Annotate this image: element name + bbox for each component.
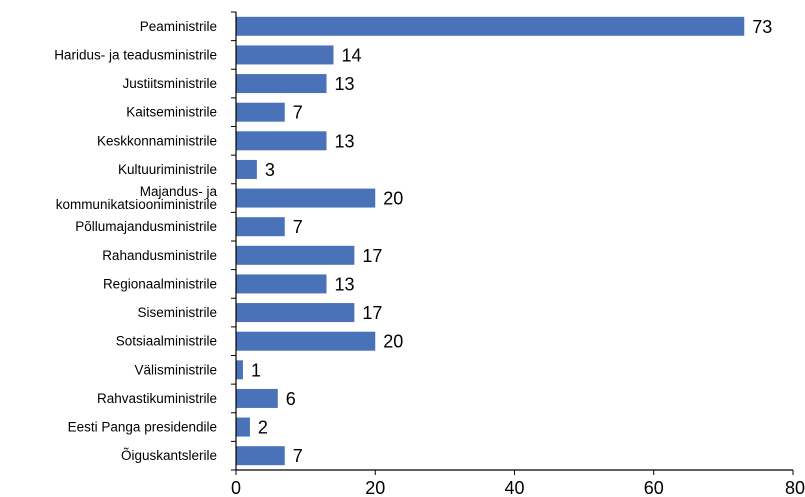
axes: 0 20 40 60 80 — [231, 11, 805, 497]
bar — [236, 274, 327, 294]
data-label: 20 — [383, 332, 403, 352]
bar — [236, 159, 257, 179]
category-label: Peaministrile — [140, 19, 217, 34]
category-label: Rahvastikuministrile — [97, 391, 217, 406]
data-label: 13 — [335, 131, 355, 151]
category-label: Õiguskantslerile — [121, 448, 217, 463]
data-label: 7 — [293, 446, 303, 466]
category-label: Põllumajandusministrile — [75, 219, 217, 234]
category-label: Kaitseministrile — [126, 105, 217, 120]
category-label: Rahandusministrile — [102, 248, 217, 263]
data-label: 14 — [341, 45, 361, 65]
bar — [236, 417, 250, 437]
category-label: Keskkonnaministrile — [97, 133, 217, 148]
category-label: Eesti Panga presidendile — [68, 420, 217, 435]
bar — [236, 102, 285, 122]
bar — [236, 45, 334, 65]
data-label: 73 — [752, 17, 772, 37]
x-tick-label: 0 — [231, 478, 241, 497]
bar — [236, 388, 278, 408]
data-label: 2 — [258, 418, 268, 438]
bar — [236, 188, 376, 208]
bars-layer — [236, 16, 745, 466]
bar — [236, 245, 355, 265]
x-tick-label: 60 — [644, 478, 664, 497]
bar — [236, 16, 745, 36]
category-label: Siseministrile — [137, 305, 217, 320]
x-tick-label: 40 — [504, 478, 524, 497]
bar — [236, 303, 355, 323]
data-label: 1 — [251, 360, 261, 380]
category-label: Regionaalministrile — [103, 276, 217, 291]
data-label: 7 — [293, 217, 303, 237]
x-tick-label: 80 — [785, 478, 805, 497]
category-label: Kultuuriministrile — [118, 162, 217, 177]
bar — [236, 446, 285, 466]
data-label: 3 — [265, 160, 275, 180]
category-label: Justiitsministrile — [122, 76, 217, 91]
category-label: Haridus- ja teadusministrile — [54, 47, 217, 62]
category-label: Sotsiaalministrile — [116, 334, 217, 349]
bar — [236, 360, 243, 380]
data-label: 6 — [286, 389, 296, 409]
bar — [236, 131, 327, 151]
category-labels: Peaministrile Haridus- ja teadusministril… — [54, 19, 217, 463]
bar — [236, 217, 285, 237]
bar — [236, 74, 327, 94]
data-label: 13 — [335, 74, 355, 94]
data-label: 7 — [293, 103, 303, 123]
category-label: Välisministrile — [134, 362, 217, 377]
data-label: 20 — [383, 189, 403, 209]
category-label: Majandus- ja kommunikatsiooniministrile — [56, 184, 218, 212]
data-label: 17 — [362, 303, 382, 323]
bar — [236, 331, 376, 351]
x-tick-label: 20 — [365, 478, 385, 497]
data-label: 17 — [362, 246, 382, 266]
data-label: 13 — [335, 274, 355, 294]
